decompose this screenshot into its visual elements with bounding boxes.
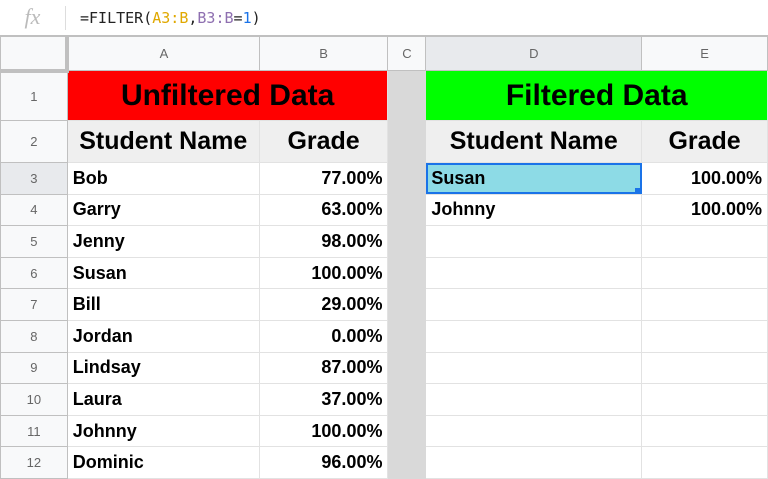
row-header[interactable]: 6 — [0, 256, 68, 290]
table-row: 11 Johnny 100.00% — [0, 414, 768, 448]
header-student-name[interactable]: Student Name — [66, 120, 260, 163]
cell[interactable] — [387, 193, 427, 227]
table-row: 9 Lindsay 87.00% — [0, 351, 768, 385]
cell[interactable] — [387, 414, 427, 448]
formula-bar: fx =FILTER(A3:B,B3:B=1) — [0, 0, 768, 36]
grade-cell[interactable]: 96.00% — [258, 446, 389, 479]
student-name-cell[interactable]: Bob — [66, 162, 260, 195]
cell[interactable] — [387, 446, 427, 479]
filtered-grade-cell[interactable] — [641, 256, 768, 290]
filtered-title-cell[interactable]: Filtered Data — [425, 70, 768, 121]
table-row: 5 Jenny 98.00% — [0, 225, 768, 258]
cell[interactable] — [387, 162, 427, 195]
cell[interactable] — [387, 351, 427, 385]
cell[interactable] — [387, 256, 427, 290]
grade-cell[interactable]: 77.00% — [258, 162, 389, 195]
spreadsheet-grid: A B C D E 1 Unfiltered Data Filtered Dat… — [0, 36, 768, 479]
table-row: 4 Garry 63.00% Johnny 100.00% — [0, 193, 768, 227]
student-name-cell[interactable]: Laura — [66, 383, 260, 416]
select-all-corner[interactable] — [0, 36, 70, 73]
table-row: 6 Susan 100.00% — [0, 256, 768, 290]
student-name-cell[interactable]: Susan — [66, 256, 260, 290]
grade-cell[interactable]: 29.00% — [258, 288, 389, 321]
grade-cell[interactable]: 0.00% — [258, 319, 389, 353]
student-name-cell[interactable]: Jenny — [66, 225, 260, 258]
filtered-grade-cell[interactable] — [641, 446, 768, 479]
column-header-d[interactable]: D — [425, 36, 643, 71]
filtered-grade-cell[interactable] — [641, 351, 768, 385]
row-header[interactable]: 4 — [0, 193, 68, 227]
student-name-cell[interactable]: Jordan — [66, 319, 260, 353]
filtered-name-cell[interactable] — [425, 225, 643, 258]
column-header-b[interactable]: B — [258, 36, 389, 71]
grade-cell[interactable]: 100.00% — [258, 414, 389, 448]
fill-handle[interactable] — [635, 187, 641, 194]
filtered-header-grade[interactable]: Grade — [641, 120, 768, 163]
table-row: 7 Bill 29.00% — [0, 288, 768, 321]
grade-cell[interactable]: 87.00% — [258, 351, 389, 385]
student-name-cell[interactable]: Lindsay — [66, 351, 260, 385]
filtered-header-student-name[interactable]: Student Name — [425, 120, 643, 163]
fx-icon: fx — [0, 5, 66, 30]
row-header[interactable]: 9 — [0, 351, 68, 385]
cell[interactable] — [387, 319, 427, 353]
cell[interactable] — [387, 288, 427, 321]
filtered-name-cell[interactable] — [425, 319, 643, 353]
filtered-grade-cell[interactable] — [641, 225, 768, 258]
filtered-name-cell[interactable] — [425, 351, 643, 385]
student-name-cell[interactable]: Johnny — [66, 414, 260, 448]
row-header[interactable]: 12 — [0, 446, 68, 479]
formula-input[interactable]: =FILTER(A3:B,B3:B=1) — [80, 8, 261, 27]
selected-cell[interactable]: Susan — [425, 162, 643, 195]
filtered-name-cell[interactable] — [425, 256, 643, 290]
cell[interactable] — [387, 225, 427, 258]
filtered-name-cell[interactable] — [425, 383, 643, 416]
row-header[interactable]: 7 — [0, 288, 68, 321]
filtered-grade-cell[interactable] — [641, 288, 768, 321]
row-header[interactable]: 11 — [0, 414, 68, 448]
student-name-cell[interactable]: Bill — [66, 288, 260, 321]
table-row: 10 Laura 37.00% — [0, 383, 768, 416]
row-header[interactable]: 1 — [0, 70, 68, 121]
cell[interactable] — [387, 70, 427, 121]
filtered-name-cell[interactable] — [425, 414, 643, 448]
table-row: 8 Jordan 0.00% — [0, 319, 768, 353]
row-header[interactable]: 5 — [0, 225, 68, 258]
row-header[interactable]: 10 — [0, 383, 68, 416]
filtered-grade-cell[interactable]: 100.00% — [641, 162, 768, 195]
column-header-c[interactable]: C — [387, 36, 427, 71]
column-header-e[interactable]: E — [641, 36, 768, 71]
column-header-a[interactable]: A — [66, 36, 260, 71]
unfiltered-title-cell[interactable]: Unfiltered Data — [66, 70, 389, 121]
filtered-grade-cell[interactable]: 100.00% — [641, 193, 768, 227]
grade-cell[interactable]: 98.00% — [258, 225, 389, 258]
filtered-name-cell[interactable] — [425, 446, 643, 479]
student-name-cell[interactable]: Dominic — [66, 446, 260, 479]
cell[interactable] — [387, 120, 427, 163]
table-row: 12 Dominic 96.00% — [0, 446, 768, 479]
filtered-grade-cell[interactable] — [641, 414, 768, 448]
grade-cell[interactable]: 37.00% — [258, 383, 389, 416]
filtered-grade-cell[interactable] — [641, 319, 768, 353]
filtered-name-cell[interactable] — [425, 288, 643, 321]
table-row: 3 Bob 77.00% Susan 100.00% — [0, 162, 768, 195]
grade-cell[interactable]: 100.00% — [258, 256, 389, 290]
filtered-grade-cell[interactable] — [641, 383, 768, 416]
row-header[interactable]: 2 — [0, 120, 68, 163]
row-header[interactable]: 8 — [0, 319, 68, 353]
filtered-name-cell[interactable]: Johnny — [425, 193, 643, 227]
student-name-cell[interactable]: Garry — [66, 193, 260, 227]
header-grade[interactable]: Grade — [258, 120, 389, 163]
cell[interactable] — [387, 383, 427, 416]
row-header[interactable]: 3 — [0, 162, 68, 195]
grade-cell[interactable]: 63.00% — [258, 193, 389, 227]
